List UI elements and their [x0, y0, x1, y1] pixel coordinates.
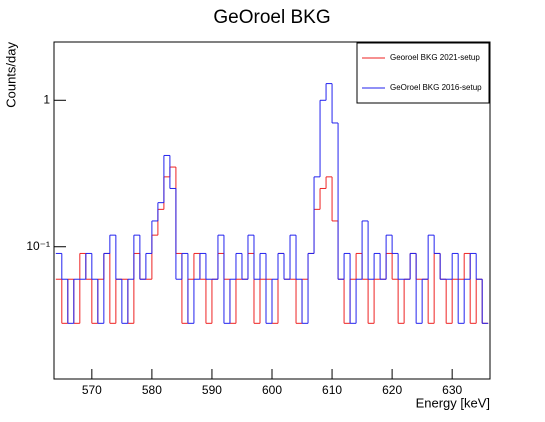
x-tick-label: 580	[142, 383, 162, 397]
y-axis-label: Counts/day	[3, 42, 18, 108]
legend-box	[356, 42, 490, 104]
chart-title: GeOroel BKG	[213, 7, 330, 28]
legend-label: Georoel BKG 2021-setup	[390, 53, 480, 62]
x-axis-label: Energy [keV]	[416, 395, 490, 410]
x-tick-label: 570	[82, 383, 102, 397]
x-tick-label: 620	[382, 383, 402, 397]
legend-label: GeOroel BKG 2016-setup	[390, 83, 482, 92]
x-tick-label: 630	[442, 383, 462, 397]
x-tick-label: 590	[202, 383, 222, 397]
x-tick-label: 610	[322, 383, 342, 397]
y-tick-label: 1	[43, 92, 50, 106]
plot-frame	[53, 41, 491, 380]
x-tick-label: 600	[262, 383, 282, 397]
y-tick-label: 10⁻¹	[26, 239, 50, 253]
